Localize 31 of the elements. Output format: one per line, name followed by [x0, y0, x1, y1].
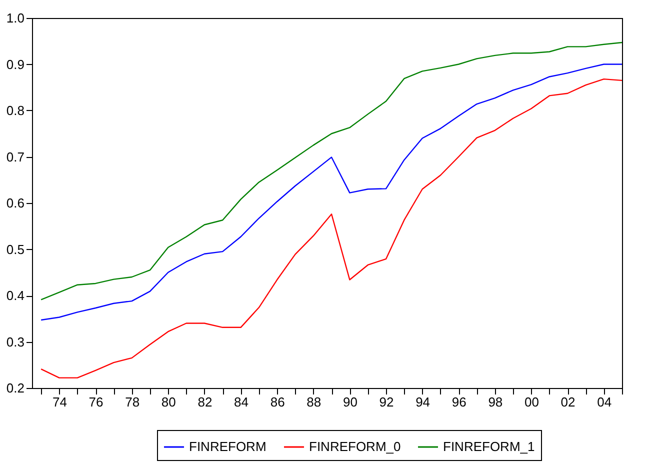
y-tick-label: 0.5 — [6, 242, 24, 257]
x-tick-label: 02 — [560, 394, 576, 410]
x-tick-label: 76 — [88, 394, 104, 410]
y-tick-label: 0.4 — [6, 288, 24, 303]
y-tick-label: 0.2 — [6, 380, 24, 396]
x-tick-label: 04 — [597, 394, 612, 410]
x-tick-label: 80 — [161, 394, 176, 410]
x-tick-label: 92 — [379, 394, 394, 410]
legend-label: FINREFORM — [189, 439, 266, 454]
x-tick-label: 00 — [524, 394, 539, 410]
x-tick-label: 90 — [342, 394, 358, 410]
x-tick-label: 82 — [198, 394, 212, 410]
x-tick-label: 86 — [270, 394, 285, 410]
y-tick-label: 0.9 — [6, 56, 24, 72]
legend-label: FINREFORM_0 — [309, 439, 401, 454]
x-tick-label: 94 — [416, 394, 430, 410]
x-tick-label: 84 — [234, 394, 249, 410]
x-tick-label: 98 — [488, 394, 503, 410]
legend-label: FINREFORM_1 — [443, 439, 535, 454]
x-tick-label: 74 — [52, 394, 67, 410]
x-tick-label: 96 — [452, 394, 466, 410]
y-tick-label: 0.7 — [6, 149, 24, 164]
y-tick-label: 0.3 — [6, 334, 24, 350]
line-series — [40, 64, 623, 321]
y-tick-label: 0.8 — [6, 103, 24, 118]
x-tick-label: 88 — [306, 394, 322, 410]
line-series — [40, 78, 623, 378]
x-tick-label: 78 — [125, 394, 140, 410]
y-tick-label: 0.6 — [6, 196, 24, 210]
line-series — [40, 42, 623, 300]
y-tick-label: 1.0 — [6, 10, 24, 26]
